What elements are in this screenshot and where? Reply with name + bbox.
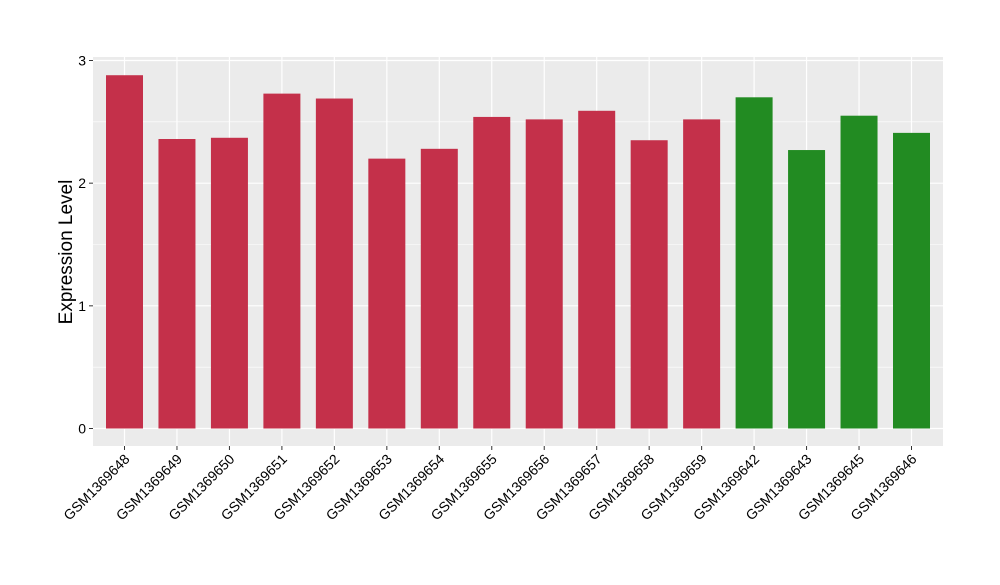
bar-gsm1369649 <box>158 139 196 429</box>
bar-gsm1369642 <box>735 97 773 429</box>
bar-gsm1369657 <box>578 110 616 429</box>
bar-gsm1369643 <box>788 150 826 429</box>
bar-gsm1369659 <box>683 119 721 429</box>
bar-gsm1369650 <box>210 137 248 429</box>
bar-gsm1369652 <box>315 98 353 429</box>
y-tick-label: 2 <box>78 175 86 191</box>
bar-gsm1369654 <box>420 148 458 429</box>
bar-gsm1369656 <box>525 119 563 429</box>
bar-gsm1369645 <box>840 115 878 429</box>
bar-gsm1369655 <box>473 116 511 429</box>
y-axis-label: Expression Level <box>56 180 77 325</box>
bar-gsm1369648 <box>106 75 143 429</box>
bar-gsm1369651 <box>263 93 301 429</box>
y-axis: 0 1 2 3 <box>78 53 93 437</box>
y-tick-label: 1 <box>78 298 86 314</box>
bar-gsm1369653 <box>368 158 406 429</box>
x-axis: GSM1369648GSM1369649GSM1369650GSM1369651… <box>60 446 920 523</box>
bar-series <box>106 75 930 429</box>
bar-gsm1369658 <box>630 140 668 429</box>
y-tick-label: 0 <box>78 421 86 437</box>
bar-gsm1369646 <box>893 132 930 429</box>
y-tick-label: 3 <box>78 53 86 69</box>
